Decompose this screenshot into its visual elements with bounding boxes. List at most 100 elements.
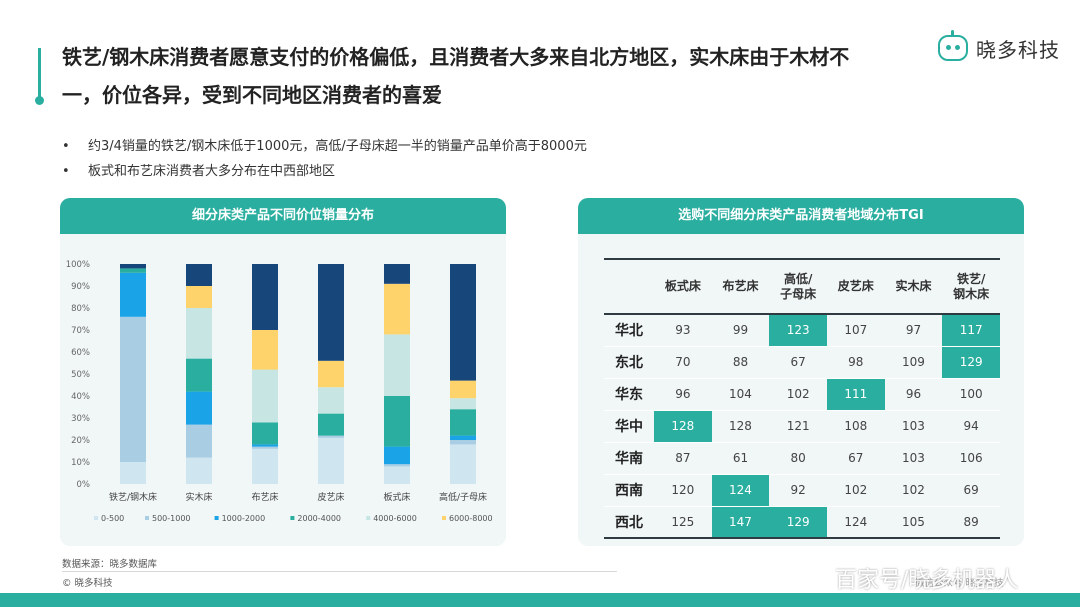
page-title: 铁艺/钢木床消费者愿意支付的价格偏低，且消费者大多来自北方地区，实木床由于木材不… — [62, 45, 850, 107]
table-cell: 106 — [942, 441, 1000, 474]
legend-label: 500-1000 — [152, 514, 191, 523]
y-tick-label: 90% — [71, 282, 90, 292]
table-cell: 61 — [711, 441, 770, 474]
table-row: 华北 93 99 123 107 97 117 — [604, 313, 1000, 346]
bar-segment — [252, 369, 278, 423]
row-header: 东北 — [604, 345, 654, 378]
bar-segment — [384, 264, 410, 284]
row-header: 华北 — [604, 313, 654, 346]
table-cell: 89 — [942, 505, 1000, 538]
bottom-accent-bar — [0, 593, 1080, 607]
row-header: 华中 — [604, 409, 654, 442]
tgi-table: 板式床 布艺床 高低/子母床 皮艺床 实木床 铁艺/钢木床 华北 93 99 123 107 97 1… — [604, 258, 1000, 539]
table-cell: 107 — [826, 313, 885, 346]
bar-segment — [318, 437, 344, 484]
table-cell: 94 — [942, 409, 1000, 442]
table-cell: 124 — [826, 505, 885, 538]
table-cell: 100 — [942, 377, 1000, 410]
bar-segment — [450, 264, 476, 381]
legend-label: 6000-8000 — [449, 514, 493, 523]
bullet-item: 板式和布艺床消费者大多分布在中西部地区 — [62, 159, 587, 184]
bar-segment — [120, 462, 146, 484]
bar-segment — [186, 391, 212, 425]
table-cell: 97 — [884, 313, 943, 346]
tgi-panel: 选购不同细分床类产品消费者地域分布TGI 板式床 布艺床 高低/子母床 皮艺床 实木床 铁… — [578, 198, 1024, 546]
bar-segment — [252, 448, 278, 484]
table-cell: 124 — [711, 473, 770, 506]
y-tick-label: 50% — [71, 370, 90, 380]
summary-bullets: 约3/4销量的铁艺/钢木床低于1000元，高低/子母床超一半的销量产品单价高于8… — [62, 134, 587, 184]
bar-segment — [384, 283, 410, 335]
brand-name: 晓多科技 — [976, 37, 1060, 62]
y-tick-label: 60% — [71, 348, 90, 358]
title-accent-dot — [35, 96, 44, 105]
column-header: 铁艺/钢木床 — [953, 271, 990, 301]
bar-segment — [450, 444, 476, 484]
wechat-watermark: 微信公众号 晓多科技 — [915, 578, 1004, 589]
table-cell: 121 — [769, 409, 827, 442]
bullet-item: 约3/4销量的铁艺/钢木床低于1000元，高低/子母床超一半的销量产品单价高于8… — [62, 134, 587, 159]
bar-segment — [384, 334, 410, 396]
tgi-body: 华北 93 99 123 107 97 117 东北 70 88 67 98 109 129 华东 96 104… — [604, 313, 1000, 538]
table-cell: 147 — [711, 505, 770, 538]
title-accent-line — [38, 48, 41, 100]
table-cell: 67 — [826, 441, 885, 474]
bar-segment — [186, 457, 212, 484]
table-cell: 123 — [769, 313, 827, 346]
table-cell: 125 — [654, 505, 712, 538]
table-cell: 67 — [769, 345, 827, 378]
bar-segment — [318, 360, 344, 388]
table-cell: 128 — [654, 409, 712, 442]
legend-swatch — [290, 516, 295, 520]
column-header: 板式床 — [664, 279, 701, 293]
table-row: 华中 128 128 121 108 103 94 — [604, 409, 1000, 442]
copyright: © 晓多科技 — [62, 578, 113, 589]
table-corner — [604, 259, 654, 314]
price-distribution-header: 细分床类产品不同价位销量分布 — [60, 198, 506, 234]
bar-segment — [186, 286, 212, 308]
table-cell: 129 — [942, 345, 1000, 378]
bar-segment — [450, 409, 476, 436]
table-cell: 96 — [654, 377, 712, 410]
legend-swatch — [366, 516, 371, 520]
bar-segment — [252, 422, 278, 445]
table-cell: 102 — [769, 377, 827, 410]
bar-segment — [450, 398, 476, 410]
x-tick-label: 板式床 — [383, 491, 410, 503]
table-cell: 103 — [884, 409, 943, 442]
y-tick-label: 80% — [71, 304, 90, 314]
bar-segment — [318, 435, 344, 438]
bar-segment — [450, 440, 476, 445]
table-cell: 129 — [769, 505, 827, 538]
bar-segment — [252, 446, 278, 449]
table-cell: 120 — [654, 473, 712, 506]
y-tick-label: 10% — [71, 458, 90, 468]
x-tick-label: 布艺床 — [251, 491, 278, 503]
column-header: 高低/子母床 — [780, 271, 817, 301]
x-tick-label: 高低/子母床 — [439, 491, 487, 503]
y-tick-label: 40% — [71, 392, 90, 402]
table-cell: 102 — [826, 473, 885, 506]
column-header: 皮艺床 — [837, 279, 874, 293]
table-row: 西北 125 147 129 124 105 89 — [604, 505, 1000, 538]
table-cell: 117 — [942, 313, 1000, 346]
legend-swatch — [94, 516, 98, 520]
legend-swatch — [145, 516, 149, 520]
table-cell: 102 — [884, 473, 943, 506]
bar-segment — [318, 413, 344, 436]
legend-swatch — [442, 516, 446, 520]
y-tick-label: 0% — [77, 480, 91, 490]
footer-divider — [62, 571, 617, 572]
y-tick-label: 30% — [71, 414, 90, 424]
bar-segment — [120, 272, 146, 317]
bar-segment — [252, 264, 278, 330]
bar-segment — [186, 308, 212, 359]
baijiahao-watermark: 百家号/晓多机器人 — [835, 568, 1019, 593]
bar-segment — [252, 444, 278, 447]
column-header: 实木床 — [895, 279, 932, 293]
table-cell: 96 — [884, 377, 943, 410]
table-cell: 111 — [826, 377, 885, 410]
bar-segment — [384, 464, 410, 467]
bar-segment — [384, 466, 410, 484]
y-tick-label: 100% — [66, 260, 90, 270]
